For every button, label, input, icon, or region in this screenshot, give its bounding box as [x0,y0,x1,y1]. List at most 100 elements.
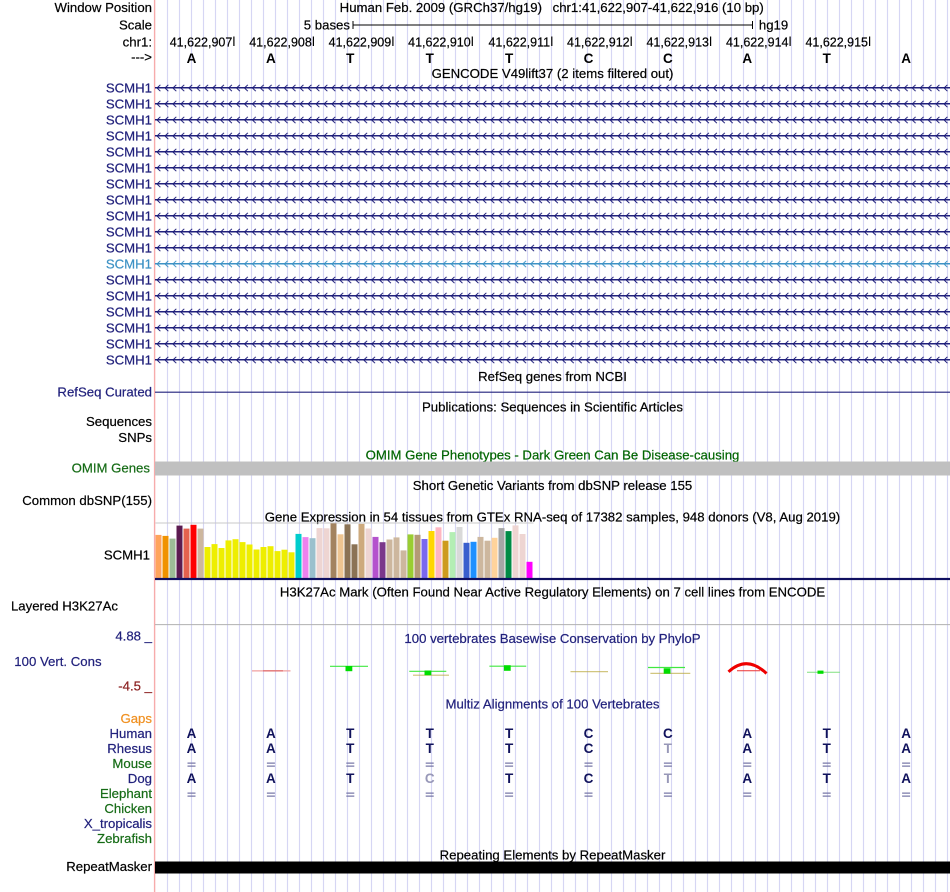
svg-text:RefSeq genes from NCBI: RefSeq genes from NCBI [478,369,627,384]
svg-text:SCMH1: SCMH1 [106,337,152,352]
svg-text:SNPs: SNPs [118,430,152,445]
svg-text:T: T [664,771,673,786]
svg-text:Mouse: Mouse [112,756,152,771]
svg-text:A: A [266,771,276,786]
svg-text:T: T [426,51,435,66]
svg-text:T: T [823,726,832,741]
svg-text:Elephant: Elephant [100,786,152,801]
svg-text:OMIM Genes: OMIM Genes [72,461,151,476]
svg-text:A: A [187,741,197,756]
svg-text:A: A [901,741,911,756]
svg-text:SCMH1: SCMH1 [106,321,152,336]
svg-text:100 Vert. Cons: 100 Vert. Cons [14,654,102,669]
svg-text:SCMH1: SCMH1 [106,97,152,112]
svg-text:41,622,911: 41,622,911 [488,35,550,49]
svg-text:SCMH1: SCMH1 [106,193,152,208]
svg-text:41,622,914: 41,622,914 [726,35,789,49]
svg-text:A: A [266,741,276,756]
svg-text:41,622,912: 41,622,912 [567,35,630,49]
svg-text:SCMH1: SCMH1 [106,177,152,192]
svg-text:C: C [663,726,673,741]
svg-text:SCMH1: SCMH1 [106,113,152,128]
svg-text:A: A [187,771,197,786]
svg-text:hg19: hg19 [759,17,788,32]
svg-text:A: A [266,726,276,741]
svg-text:A: A [901,51,911,66]
svg-text:A: A [266,51,276,66]
svg-text:C: C [425,771,435,786]
svg-text:SCMH1: SCMH1 [106,257,152,272]
svg-text:A: A [901,726,911,741]
svg-text:5 bases: 5 bases [304,17,351,32]
svg-text:T: T [426,741,435,756]
svg-text:41,622,907: 41,622,907 [170,35,233,49]
svg-text:41,622,910: 41,622,910 [408,35,471,49]
svg-text:A: A [742,726,752,741]
svg-text:Multiz Alignments of 100 Verte: Multiz Alignments of 100 Vertebrates [445,697,659,712]
svg-text:chr1:: chr1: [123,34,152,49]
svg-text:Zebrafish: Zebrafish [97,831,152,846]
svg-text:T: T [664,741,673,756]
svg-text:Short Genetic Variants from db: Short Genetic Variants from dbSNP releas… [413,478,693,493]
svg-text:A: A [187,726,197,741]
svg-text:T: T [823,51,832,66]
svg-text:Repeating Elements by RepeatMa: Repeating Elements by RepeatMasker [440,848,666,863]
svg-text:chr1:41,622,907-41,622,916 (10: chr1:41,622,907-41,622,916 (10 bp) [553,0,764,15]
svg-text:T: T [346,726,355,741]
svg-text:SCMH1: SCMH1 [106,161,152,176]
svg-text:Window Position: Window Position [55,0,152,15]
svg-text:100 vertebrates Basewise Conse: 100 vertebrates Basewise Conservation by… [404,631,700,646]
svg-text:Layered H3K27Ac: Layered H3K27Ac [11,599,118,614]
svg-text:SCMH1: SCMH1 [106,145,152,160]
svg-text:T: T [505,726,514,741]
svg-text:41,622,913: 41,622,913 [646,35,709,49]
svg-text:OMIM Gene Phenotypes - Dark Gr: OMIM Gene Phenotypes - Dark Green Can Be… [366,448,740,463]
svg-text:Common dbSNP(155): Common dbSNP(155) [22,493,152,508]
svg-text:Publications: Sequences in Sci: Publications: Sequences in Scientific Ar… [422,400,683,415]
svg-text:C: C [584,771,594,786]
svg-text:RefSeq Curated: RefSeq Curated [57,385,152,400]
svg-text:41,622,909: 41,622,909 [329,35,392,49]
svg-text:C: C [663,51,673,66]
svg-text:SCMH1: SCMH1 [106,209,152,224]
svg-text:4.88 _: 4.88 _ [115,628,152,643]
svg-text:RepeatMasker: RepeatMasker [66,859,152,874]
svg-text:H3K27Ac Mark (Often Found Near: H3K27Ac Mark (Often Found Near Active Re… [280,585,826,600]
svg-text:41,622,908: 41,622,908 [249,35,312,49]
svg-text:SCMH1: SCMH1 [106,273,152,288]
svg-text:T: T [823,771,832,786]
svg-text:Rhesus: Rhesus [107,741,152,756]
svg-text:A: A [901,771,911,786]
svg-text:T: T [346,741,355,756]
svg-text:SCMH1: SCMH1 [106,129,152,144]
svg-text:Scale: Scale [119,17,152,32]
svg-text:SCMH1: SCMH1 [106,241,152,256]
svg-text:C: C [584,726,594,741]
svg-text:C: C [584,741,594,756]
svg-text:Human: Human [109,726,152,741]
svg-text:T: T [823,741,832,756]
svg-text:T: T [346,51,355,66]
svg-text:T: T [505,51,514,66]
svg-text:SCMH1: SCMH1 [106,353,152,368]
svg-text:-4.5 _: -4.5 _ [118,679,152,694]
svg-text:Gene Expression in 54 tissues: Gene Expression in 54 tissues from GTEx … [265,510,840,525]
svg-text:A: A [742,771,752,786]
svg-text:T: T [505,741,514,756]
svg-text:X_tropicalis: X_tropicalis [84,816,153,831]
svg-text:SCMH1: SCMH1 [106,81,152,96]
svg-text:SCMH1: SCMH1 [106,305,152,320]
svg-text:Dog: Dog [128,771,152,786]
svg-text:41,622,915: 41,622,915 [805,35,868,49]
svg-text:--->: ---> [131,50,152,65]
svg-text:SCMH1: SCMH1 [106,225,152,240]
svg-text:A: A [742,51,752,66]
svg-text:SCMH1: SCMH1 [106,289,152,304]
svg-text:A: A [187,51,197,66]
svg-text:T: T [346,771,355,786]
svg-text:SCMH1: SCMH1 [104,548,150,563]
svg-text:Gaps: Gaps [120,711,152,726]
svg-text:Sequences: Sequences [86,414,152,429]
svg-text:A: A [742,741,752,756]
svg-text:T: T [426,726,435,741]
